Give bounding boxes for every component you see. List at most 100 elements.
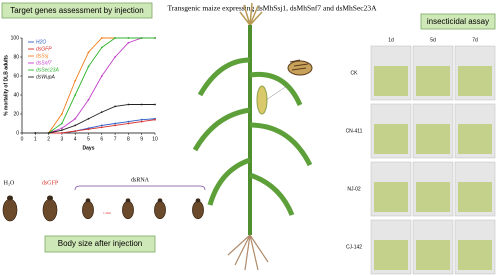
treatment-label: dsRNA [131, 177, 150, 183]
x-tick-label: 2 [47, 136, 50, 142]
x-tick-label: 9 [140, 136, 143, 142]
data-point [100, 126, 103, 129]
title-box [420, 13, 496, 30]
legend-label: dsSnf7 [36, 60, 52, 66]
data-point [100, 46, 103, 49]
data-point [87, 51, 90, 54]
data-point [61, 122, 63, 125]
beetle [2, 198, 18, 222]
panel-title: Body size after injection [58, 239, 143, 248]
treatment-label: H₂O [4, 180, 15, 186]
beetle [122, 200, 134, 220]
beetle-photos [2, 195, 204, 222]
line-chart: 0 20 40 60 80 100 0 1 2 3 4 5 6 7 8 9 10 Days % mortality … [3, 35, 158, 151]
y-tick-label: 0 [16, 130, 19, 136]
y-tick-label: 20 [13, 111, 19, 117]
y-tick-label: 100 [11, 35, 20, 41]
beetle-head [85, 198, 91, 203]
data-point [74, 117, 77, 120]
data-point [114, 56, 116, 58]
legend-label: dsSsj [36, 53, 49, 59]
y-tick-label: 40 [13, 92, 19, 98]
y-axis-label: % mortality of DLB adults [3, 55, 9, 116]
data-point [87, 117, 90, 120]
column-label: 7d [472, 37, 478, 43]
beetle-head [47, 195, 53, 201]
beetle [192, 200, 204, 220]
data-point [100, 37, 103, 39]
maize-illustration [192, 2, 313, 271]
row-label: CJ-142 [346, 244, 362, 250]
assay-leaf [458, 182, 492, 212]
data-point [100, 124, 103, 127]
data-point [61, 129, 63, 132]
legend-label: dsWupA [36, 74, 56, 80]
x-tick-label: 1 [34, 136, 37, 142]
beetle [82, 200, 94, 220]
x-tick-label: 10 [152, 136, 158, 142]
data-point [61, 127, 63, 130]
data-point [154, 118, 156, 121]
data-point [47, 132, 50, 134]
beetle-head [195, 198, 201, 203]
y-tick-label: 80 [13, 54, 19, 60]
beetle [154, 200, 166, 220]
assay-leaf [416, 182, 450, 212]
data-point [114, 124, 116, 127]
column-label: 5d [430, 37, 436, 43]
data-point [74, 94, 77, 96]
data-point [140, 103, 143, 106]
data-point [100, 75, 103, 77]
data-point [74, 124, 77, 127]
data-point [61, 113, 63, 115]
row-label: NJ-02 [347, 186, 361, 192]
series-line [35, 37, 155, 134]
data-point [127, 122, 130, 125]
title-box [44, 235, 156, 253]
assay-leaf [416, 66, 450, 96]
legend-label: H2O [36, 39, 46, 45]
data-point [114, 105, 116, 108]
series-line [35, 119, 156, 134]
x-tick-label: 8 [127, 136, 130, 142]
data-point [74, 130, 77, 133]
assay-leaf [374, 124, 408, 154]
data-point [61, 132, 63, 134]
panel-title: Target genes assessment by injection [10, 6, 143, 15]
assay-leaf [374, 182, 408, 212]
x-tick-label: 6 [100, 136, 103, 142]
title-box [1, 2, 153, 19]
data-point [154, 103, 156, 106]
assay-leaf [458, 240, 492, 270]
scale-label: 1 mm [103, 211, 111, 215]
data-point [34, 132, 37, 134]
beetle-head [125, 198, 131, 203]
data-point [100, 111, 103, 113]
panel-title: insecticidal assay [427, 17, 489, 26]
x-tick-label: 0 [21, 136, 24, 142]
data-point [87, 128, 90, 131]
data-point [74, 79, 77, 82]
assay-leaf [374, 66, 408, 96]
treatment-label: dsGFP [42, 180, 59, 186]
row-label: CN-411 [346, 128, 363, 134]
data-point [114, 122, 116, 125]
assay-leaf [416, 124, 450, 154]
legend-label: dsSec23A [36, 67, 59, 73]
data-point [114, 37, 116, 39]
assay-leaf [458, 66, 492, 96]
data-point [87, 65, 90, 68]
data-point [140, 118, 143, 121]
series-line [35, 104, 155, 134]
data-point [154, 37, 156, 39]
x-axis-label: Days [83, 145, 95, 151]
column-label: 1d [388, 37, 394, 43]
data-point [87, 98, 90, 101]
x-tick-label: 7 [114, 136, 117, 142]
x-tick-label: 3 [61, 136, 64, 142]
assay-leaf [458, 124, 492, 154]
legend-label: dsGFP [36, 46, 52, 52]
assay-grid: 1d 5d 7d CK CN-411 NJ-02 CJ-142 [346, 37, 496, 275]
